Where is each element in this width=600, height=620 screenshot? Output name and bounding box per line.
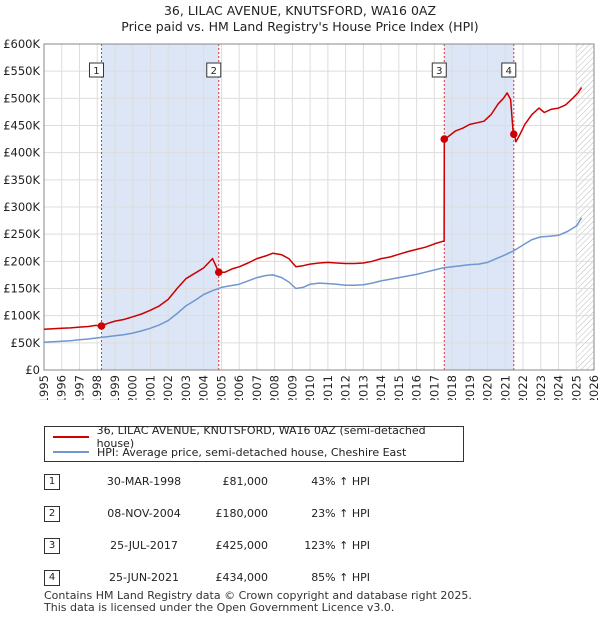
title-line-2: Price paid vs. HM Land Registry's House … [121, 19, 479, 34]
sale-point-4 [510, 130, 518, 138]
sale-badge-box-4 [501, 62, 517, 78]
x-tick-label: 1995 [37, 375, 51, 400]
x-tick-label: 1997 [72, 375, 86, 400]
x-tick-label: 2017 [427, 375, 441, 400]
sale-number-badge: 1 [44, 474, 60, 490]
sale-hpi-change: 23% ↑ HPI [311, 507, 370, 520]
y-tick-label: £100K [3, 309, 40, 323]
y-tick-label: £150K [3, 282, 40, 296]
y-tick-label: £600K [3, 37, 40, 51]
y-tick-label: £300K [3, 200, 40, 214]
sale-number-badge: 2 [44, 506, 60, 522]
table-row: 3 25-JUL-2017 £425,000 123% ↑ HPI [44, 538, 404, 554]
legend-swatch-property [53, 436, 89, 438]
title-line-1: 36, LILAC AVENUE, KNUTSFORD, WA16 0AZ [163, 3, 437, 18]
y-tick-label: £400K [3, 146, 40, 160]
x-tick-label: 2024 [552, 375, 566, 400]
sale-badge-label-4: 4 [506, 66, 512, 77]
sale-price: £81,000 [222, 475, 269, 488]
sale-badge-label-3: 3 [436, 66, 442, 77]
y-tick-label: £550K [3, 64, 40, 78]
price-chart: 1 2 3 4 £0 £50K £100K £150K £200K £250K £300K £350K… [3, 37, 600, 400]
x-tick-label: 2001 [143, 375, 157, 400]
sale-badge-box-3 [431, 62, 447, 78]
y-tick-label: £0 [25, 363, 40, 377]
x-tick-label: 2023 [534, 375, 548, 400]
x-tick-label: 2025 [569, 375, 583, 400]
x-tick-label: 2021 [498, 375, 512, 400]
x-tick-label: 2010 [303, 375, 317, 400]
chart-title: 36, LILAC AVENUE, KNUTSFORD, WA16 0AZ Pr… [0, 3, 600, 35]
x-tick-label: 2003 [179, 375, 193, 400]
sale-date: 08-NOV-2004 [107, 507, 181, 520]
sale-point-1 [97, 322, 106, 330]
x-tick-label: 2022 [516, 375, 530, 400]
x-tick-label: 2009 [285, 375, 299, 400]
x-tick-label: 2004 [197, 375, 211, 400]
sale-number-badge: 4 [44, 570, 60, 586]
x-tick-label: 2000 [126, 375, 140, 400]
footer-line-1: Contains HM Land Registry data © Crown c… [44, 589, 472, 602]
x-tick-label: 2012 [339, 375, 353, 400]
legend-label-property: 36, LILAC AVENUE, KNUTSFORD, WA16 0AZ (s… [96, 424, 426, 450]
y-tick-label: £250K [3, 227, 40, 241]
sale-badge-box-1 [88, 62, 104, 78]
x-tick-label: 2011 [321, 375, 335, 400]
hpi-line [43, 217, 583, 344]
x-tick-label: 2015 [392, 375, 406, 400]
chart-legend: 36, LILAC AVENUE, KNUTSFORD, WA16 0AZ (s… [44, 424, 464, 462]
x-tick-label: 1996 [55, 375, 69, 400]
y-tick-label: £200K [3, 254, 40, 268]
x-tick-label: 2016 [410, 375, 424, 400]
sale-price: £434,000 [215, 571, 269, 584]
sale-point-3 [440, 135, 449, 143]
x-tick-label: 2018 [445, 375, 459, 400]
table-row: 4 25-JUN-2021 £434,000 85% ↑ HPI [44, 570, 404, 586]
x-tick-label: 2008 [268, 375, 282, 400]
sale-hpi-change: 123% ↑ HPI [304, 539, 370, 552]
x-tick-label: 2006 [232, 375, 246, 400]
sale-date: 30-MAR-1998 [106, 475, 182, 488]
x-tick-label: 1998 [90, 375, 104, 400]
y-tick-label: £50K [11, 336, 41, 350]
x-tick-label: 1999 [108, 375, 122, 400]
sale-date: 25-JUN-2021 [108, 571, 180, 584]
x-tick-label: 2007 [250, 375, 264, 400]
x-tick-label: 2020 [481, 375, 495, 400]
y-tick-label: £500K [3, 91, 40, 105]
y-tick-label: £450K [3, 119, 40, 133]
x-tick-label: 2005 [214, 375, 228, 400]
sale-hpi-change: 85% ↑ HPI [311, 571, 370, 584]
sale-price: £425,000 [215, 539, 269, 552]
y-tick-label: £350K [3, 173, 40, 187]
legend-item-property: 36, LILAC AVENUE, KNUTSFORD, WA16 0AZ (s… [53, 424, 463, 450]
footer-line-2: This data is licensed under the Open Gov… [44, 601, 395, 614]
legend-item-hpi: HPI: Average price, semi-detached house,… [53, 445, 406, 459]
x-tick-label: 2013 [356, 375, 370, 400]
sale-number-badge: 3 [44, 538, 60, 554]
x-tick-label: 2026 [587, 375, 600, 400]
sale-hpi-change: 43% ↑ HPI [311, 475, 370, 488]
table-row: 2 08-NOV-2004 £180,000 23% ↑ HPI [44, 506, 404, 522]
sale-badge-box-2 [206, 62, 222, 78]
sale-badge-label-2: 2 [211, 66, 217, 77]
sale-date: 25-JUL-2017 [110, 539, 178, 552]
sale-badge-label-1: 1 [93, 66, 99, 77]
x-tick-label: 2014 [374, 375, 388, 400]
legend-label-hpi: HPI: Average price, semi-detached house,… [97, 445, 407, 459]
table-row: 1 30-MAR-1998 £81,000 43% ↑ HPI [44, 474, 404, 490]
x-tick-label: 2002 [161, 375, 175, 400]
footer-attribution: Contains HM Land Registry data © Crown c… [44, 590, 472, 614]
sale-price: £180,000 [215, 507, 269, 520]
sale-point-2 [214, 268, 223, 277]
legend-swatch-hpi [53, 451, 89, 453]
plot-frame [43, 43, 595, 371]
x-tick-label: 2019 [463, 375, 477, 400]
